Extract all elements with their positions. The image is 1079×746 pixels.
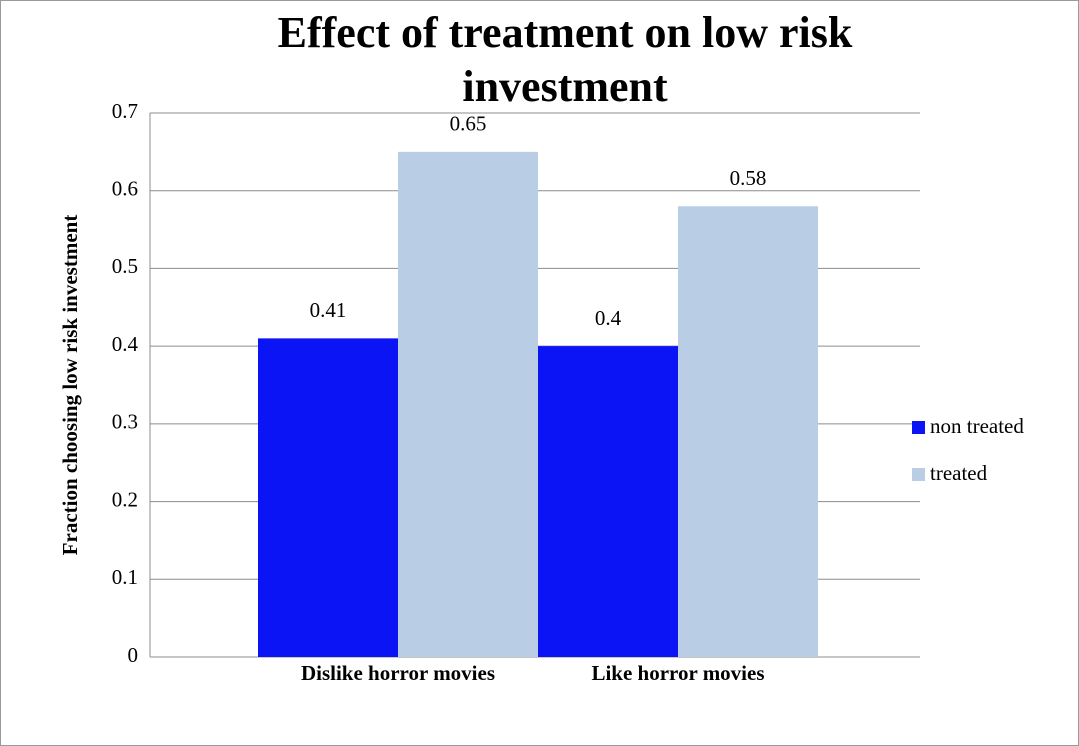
- y-tick-label: 0.7: [112, 99, 138, 123]
- y-tick-label: 0.5: [112, 254, 138, 278]
- bar: [678, 206, 818, 657]
- x-tick-label: Like horror movies: [591, 661, 764, 685]
- x-tick-label: Dislike horror movies: [301, 661, 495, 685]
- value-label: 0.41: [310, 298, 347, 322]
- bar: [398, 151, 538, 657]
- bar: [258, 338, 398, 657]
- legend-swatch: [912, 421, 925, 434]
- chart-title: Effect of treatment on low risk investme…: [277, 8, 853, 111]
- y-tick-label: 0.1: [112, 565, 138, 589]
- y-tick-label: 0.6: [112, 177, 138, 201]
- legend-swatch: [912, 468, 925, 481]
- y-tick-label: 0.3: [112, 410, 138, 434]
- y-axis-label: Fraction choosing low risk investment: [58, 215, 82, 556]
- y-tick-label: 0.2: [112, 487, 138, 511]
- y-tick-label: 0: [128, 643, 139, 667]
- value-label: 0.4: [595, 306, 622, 330]
- legend-label: treated: [930, 461, 988, 485]
- bar: [538, 346, 678, 657]
- legend-label: non treated: [930, 414, 1024, 438]
- value-label: 0.65: [450, 112, 487, 136]
- value-label: 0.58: [730, 166, 767, 190]
- y-tick-label: 0.4: [112, 332, 139, 356]
